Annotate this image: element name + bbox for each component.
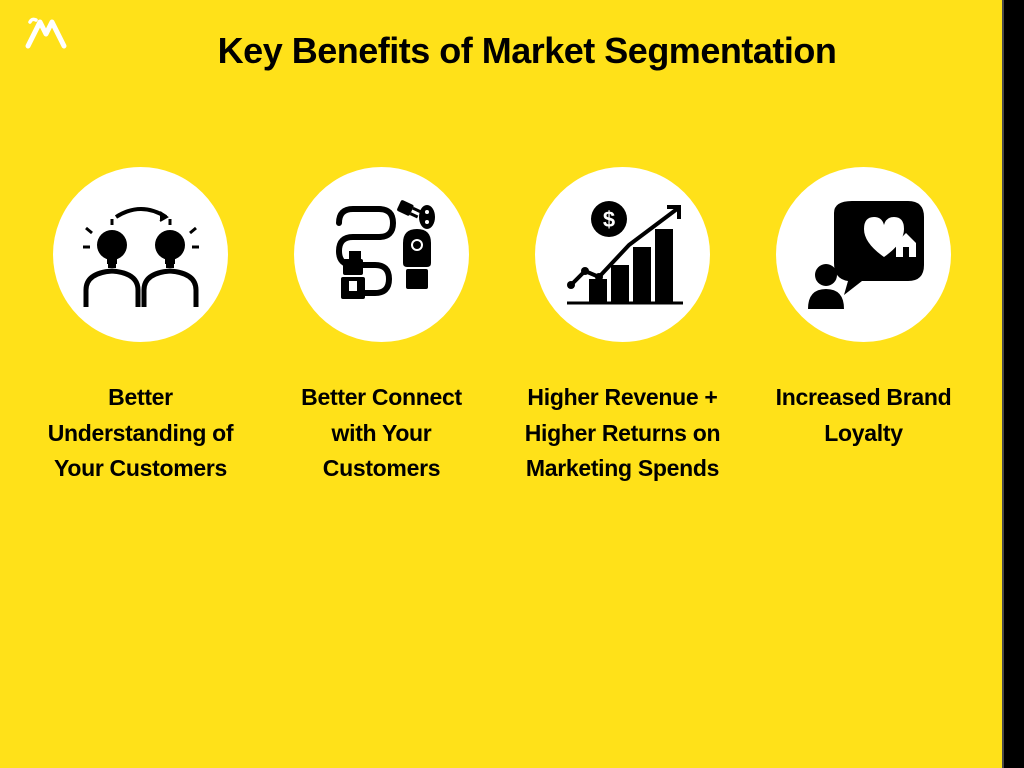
benefits-row: Better Understanding of Your Customers: [0, 167, 1004, 487]
understanding-icon: [76, 195, 206, 315]
loyalty-icon: [796, 195, 931, 315]
benefit-item: Better Understanding of Your Customers: [30, 167, 251, 487]
right-black-strip: [1004, 0, 1024, 768]
benefit-label: Higher Revenue + Higher Returns on Marke…: [512, 380, 733, 487]
benefit-item: $ Higher Revenue + Higher Returns on Mar…: [512, 167, 733, 487]
benefit-label: Increased Brand Loyalty: [753, 380, 974, 451]
revenue-icon: $: [555, 195, 690, 315]
icon-circle: [776, 167, 951, 342]
benefit-label: Better Connect with Your Customers: [271, 380, 492, 487]
page-title: Key Benefits of Market Segmentation: [50, 30, 1004, 72]
svg-text:$: $: [603, 207, 615, 232]
connect-icon: [317, 195, 447, 315]
benefit-item: Better Connect with Your Customers: [271, 167, 492, 487]
icon-circle: [53, 167, 228, 342]
infographic-page: Key Benefits of Market Segmentation: [0, 0, 1004, 768]
benefit-item: Increased Brand Loyalty: [753, 167, 974, 487]
icon-circle: [294, 167, 469, 342]
benefit-label: Better Understanding of Your Customers: [30, 380, 251, 487]
icon-circle: $: [535, 167, 710, 342]
brand-logo: [22, 12, 70, 57]
